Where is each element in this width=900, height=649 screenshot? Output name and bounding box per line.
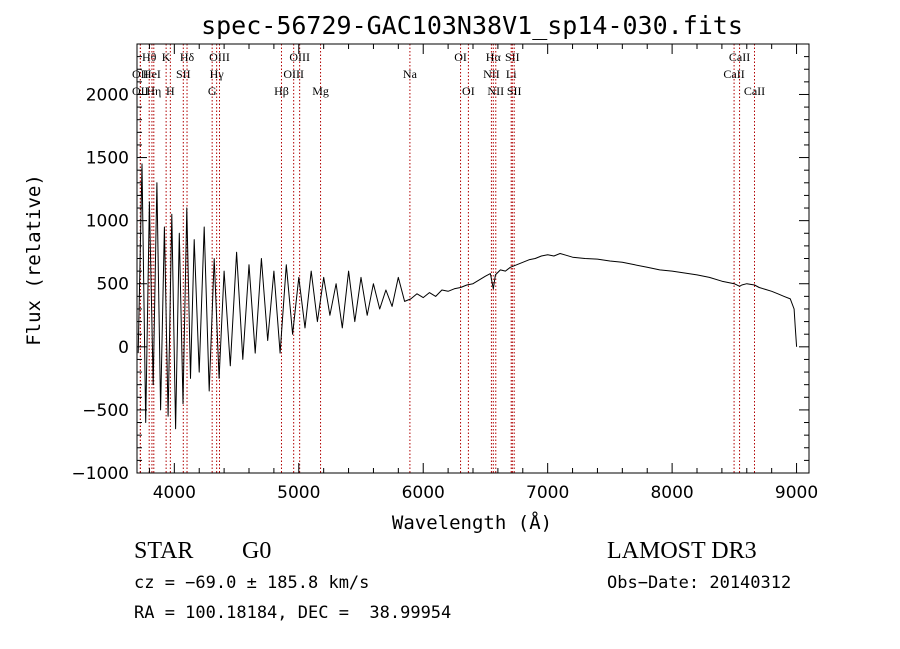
x-tick-label: 8000: [650, 483, 693, 503]
x-tick-label: 5000: [277, 483, 320, 503]
line-label: CaII: [744, 84, 765, 98]
y-tick-label: −1000: [71, 464, 129, 484]
line-label: SII: [505, 50, 520, 64]
redshift-cz: cz = −69.0 ± 185.8 km/s: [134, 573, 370, 593]
object-class: STAR: [134, 538, 194, 564]
x-tick-label: 6000: [402, 483, 445, 503]
line-label: Hη: [146, 84, 161, 98]
line-label: Hγ: [210, 67, 225, 81]
line-label: SII: [176, 67, 191, 81]
ra-dec: RA = 100.18184, DEC = 38.99954: [134, 603, 452, 623]
y-tick-label: 1000: [86, 212, 129, 232]
y-tick-label: 1500: [86, 149, 129, 169]
line-label: SII: [507, 84, 522, 98]
y-axis-label: Flux (relative): [23, 174, 45, 346]
line-label: OIII: [289, 50, 310, 64]
line-label: H: [166, 84, 175, 98]
line-label: OIII: [209, 50, 230, 64]
line-label: OIII: [283, 67, 304, 81]
observation-date: Obs−Date: 20140312: [607, 573, 792, 593]
x-tick-label: 4000: [153, 483, 196, 503]
object-subclass: G0: [242, 538, 272, 564]
line-label: NII: [483, 67, 500, 81]
emission-line-markers: OIIOIIHθHeIHηKHSIIHδGHγOIIIHβOIIIOIIIMgN…: [132, 44, 765, 473]
line-label: NII: [487, 84, 504, 98]
line-label: Hα: [486, 50, 502, 64]
plot-frame: [136, 43, 810, 474]
line-label: G: [208, 84, 217, 98]
spectrum-line: [137, 163, 798, 430]
line-label: CaII: [729, 50, 750, 64]
line-label: Li: [506, 67, 517, 81]
x-tick-label: 7000: [526, 483, 569, 503]
chart-title: spec-56729-GAC103N38V1_sp14-030.fits: [201, 11, 743, 40]
line-label: OI: [454, 50, 467, 64]
line-label: Na: [403, 67, 418, 81]
y-tick-label: 0: [118, 338, 129, 358]
y-tick-label: 500: [97, 275, 129, 295]
line-label: CaII: [723, 67, 744, 81]
line-label: Hδ: [180, 50, 195, 64]
y-tick-label: −500: [82, 401, 129, 421]
line-label: Hβ: [274, 84, 289, 98]
line-label: OI: [462, 84, 475, 98]
line-label: K: [162, 50, 171, 64]
x-axis-label: Wavelength (Å): [392, 511, 552, 534]
y-tick-label: 2000: [86, 85, 129, 105]
spectrum-series: [137, 163, 798, 430]
line-label: HeI: [143, 67, 161, 81]
line-label: OII: [132, 67, 149, 81]
x-tick-label: 9000: [775, 483, 818, 503]
axis-ticks: 4000 5000 6000 7000 8000 9000 −1000 −500 0 500 100…: [71, 44, 818, 503]
line-label: Mg: [312, 84, 329, 98]
line-label: Hθ: [142, 50, 157, 64]
survey-name: LAMOST DR3: [607, 538, 757, 564]
